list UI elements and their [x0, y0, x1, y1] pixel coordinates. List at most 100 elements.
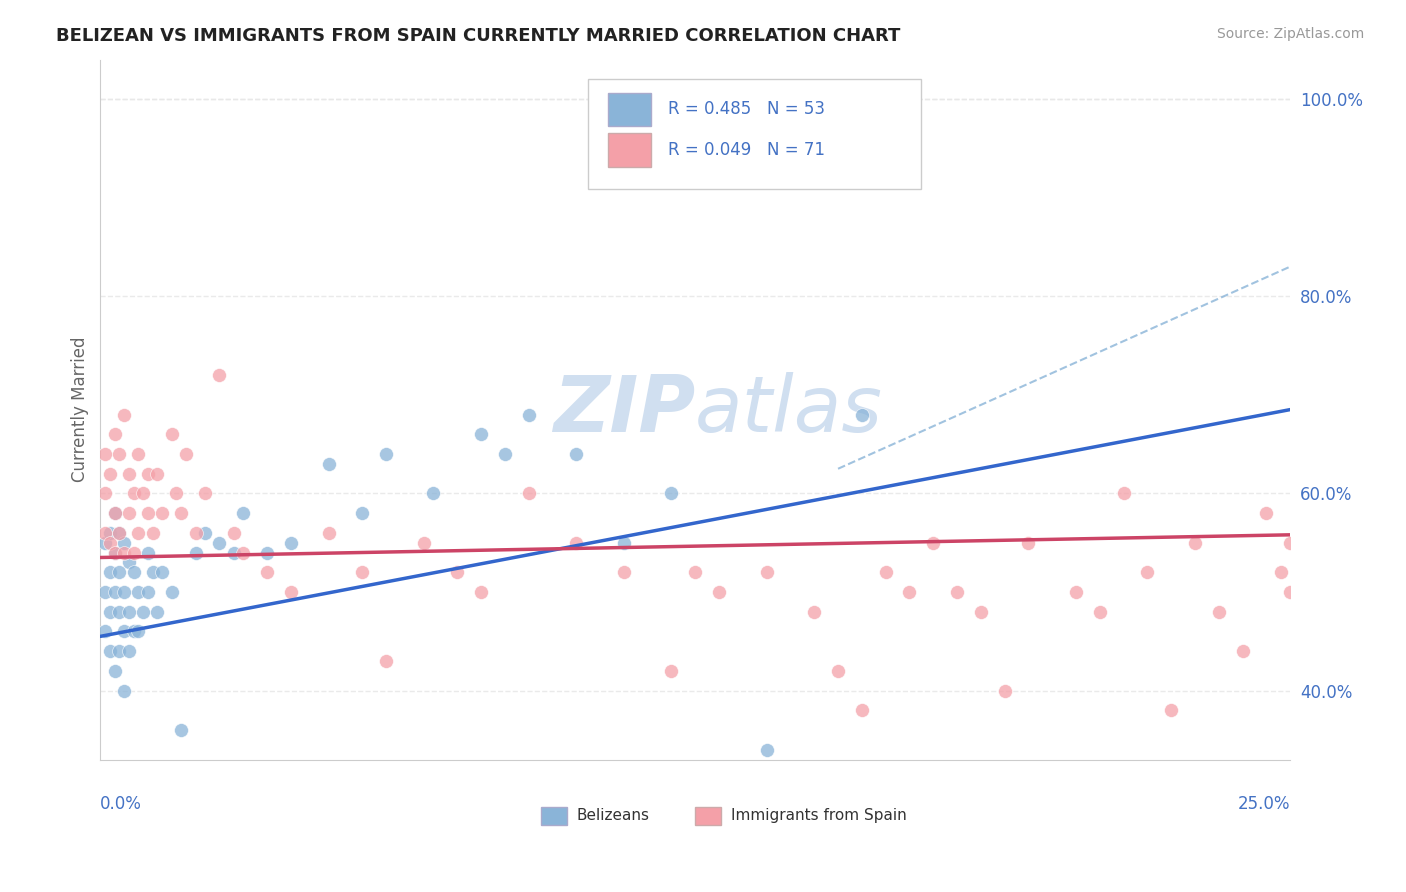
- Point: [118, 644, 141, 658]
- Point: [170, 723, 193, 737]
- Point: [136, 467, 159, 481]
- Point: [94, 447, 117, 461]
- Point: [232, 506, 254, 520]
- Point: [104, 506, 127, 520]
- Point: [108, 644, 131, 658]
- Point: [194, 486, 217, 500]
- Point: [280, 535, 302, 549]
- Point: [122, 566, 145, 580]
- FancyBboxPatch shape: [609, 93, 651, 126]
- Point: [150, 566, 173, 580]
- Point: [851, 408, 873, 422]
- Point: [1040, 763, 1063, 777]
- Point: [1184, 535, 1206, 549]
- Point: [755, 743, 778, 757]
- Point: [827, 664, 849, 678]
- FancyBboxPatch shape: [609, 133, 651, 167]
- Text: Immigrants from Spain: Immigrants from Spain: [731, 808, 907, 823]
- Point: [104, 506, 127, 520]
- Point: [98, 644, 121, 658]
- Text: 25.0%: 25.0%: [1237, 795, 1291, 813]
- Point: [517, 486, 540, 500]
- Point: [108, 525, 131, 540]
- Point: [565, 447, 588, 461]
- Point: [208, 535, 231, 549]
- Point: [232, 545, 254, 559]
- Point: [108, 447, 131, 461]
- Point: [112, 535, 135, 549]
- Point: [104, 585, 127, 599]
- Point: [104, 427, 127, 442]
- Point: [170, 506, 193, 520]
- Point: [194, 525, 217, 540]
- Point: [683, 566, 706, 580]
- Point: [118, 506, 141, 520]
- Point: [446, 566, 468, 580]
- Point: [142, 566, 165, 580]
- Point: [1088, 605, 1111, 619]
- Point: [318, 525, 340, 540]
- Point: [1232, 644, 1254, 658]
- Point: [994, 683, 1017, 698]
- Point: [146, 467, 169, 481]
- Point: [1136, 566, 1159, 580]
- Point: [98, 566, 121, 580]
- Point: [352, 566, 374, 580]
- Point: [94, 585, 117, 599]
- Point: [470, 585, 492, 599]
- Text: BELIZEAN VS IMMIGRANTS FROM SPAIN CURRENTLY MARRIED CORRELATION CHART: BELIZEAN VS IMMIGRANTS FROM SPAIN CURREN…: [56, 27, 901, 45]
- Point: [1270, 566, 1292, 580]
- Point: [946, 585, 969, 599]
- Point: [98, 525, 121, 540]
- Point: [112, 545, 135, 559]
- Point: [1256, 506, 1278, 520]
- Point: [122, 624, 145, 639]
- Point: [160, 427, 183, 442]
- Point: [142, 525, 165, 540]
- Point: [755, 566, 778, 580]
- Point: [970, 605, 993, 619]
- Point: [422, 486, 444, 500]
- Point: [150, 506, 173, 520]
- Point: [898, 585, 921, 599]
- Point: [661, 486, 683, 500]
- Text: R = 0.049   N = 71: R = 0.049 N = 71: [668, 141, 825, 159]
- Point: [222, 525, 245, 540]
- Point: [1279, 535, 1302, 549]
- Point: [1160, 703, 1182, 717]
- Point: [136, 545, 159, 559]
- Point: [875, 566, 897, 580]
- Point: [112, 624, 135, 639]
- FancyBboxPatch shape: [540, 806, 567, 825]
- Point: [118, 467, 141, 481]
- Point: [94, 525, 117, 540]
- Point: [374, 447, 396, 461]
- Point: [208, 368, 231, 383]
- Point: [174, 447, 197, 461]
- Point: [413, 535, 436, 549]
- Point: [160, 585, 183, 599]
- Point: [127, 624, 149, 639]
- Point: [104, 545, 127, 559]
- Point: [104, 664, 127, 678]
- Point: [184, 525, 207, 540]
- Point: [108, 605, 131, 619]
- Point: [122, 486, 145, 500]
- Point: [280, 585, 302, 599]
- Text: atlas: atlas: [695, 372, 883, 448]
- Point: [374, 654, 396, 668]
- Point: [318, 457, 340, 471]
- FancyBboxPatch shape: [695, 806, 721, 825]
- Text: R = 0.485   N = 53: R = 0.485 N = 53: [668, 100, 825, 119]
- Point: [661, 664, 683, 678]
- Point: [851, 703, 873, 717]
- Text: ZIP: ZIP: [553, 372, 695, 448]
- FancyBboxPatch shape: [588, 78, 921, 189]
- Point: [94, 486, 117, 500]
- Point: [94, 624, 117, 639]
- Point: [922, 535, 945, 549]
- Point: [94, 535, 117, 549]
- Point: [108, 525, 131, 540]
- Point: [98, 535, 121, 549]
- Point: [256, 545, 278, 559]
